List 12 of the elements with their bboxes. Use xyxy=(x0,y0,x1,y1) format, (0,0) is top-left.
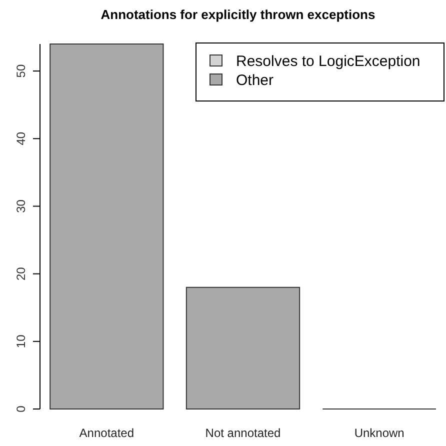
x-tick-label: Unknown xyxy=(354,426,404,440)
x-tick-label: Annotated xyxy=(79,426,134,440)
chart-title: Annotations for explicitly thrown exceptions xyxy=(100,7,376,22)
y-tick-label: 20 xyxy=(14,266,28,280)
y-tick-label: 10 xyxy=(14,334,28,348)
x-tick-label: Not annotated xyxy=(205,426,281,440)
legend-label: Resolves to LogicException xyxy=(236,53,420,70)
legend-label: Other xyxy=(236,72,274,89)
y-tick-label: 40 xyxy=(14,132,28,146)
y-tick-label: 30 xyxy=(14,199,28,213)
y-tick-label: 0 xyxy=(14,405,28,412)
y-tick-label: 50 xyxy=(14,64,28,78)
